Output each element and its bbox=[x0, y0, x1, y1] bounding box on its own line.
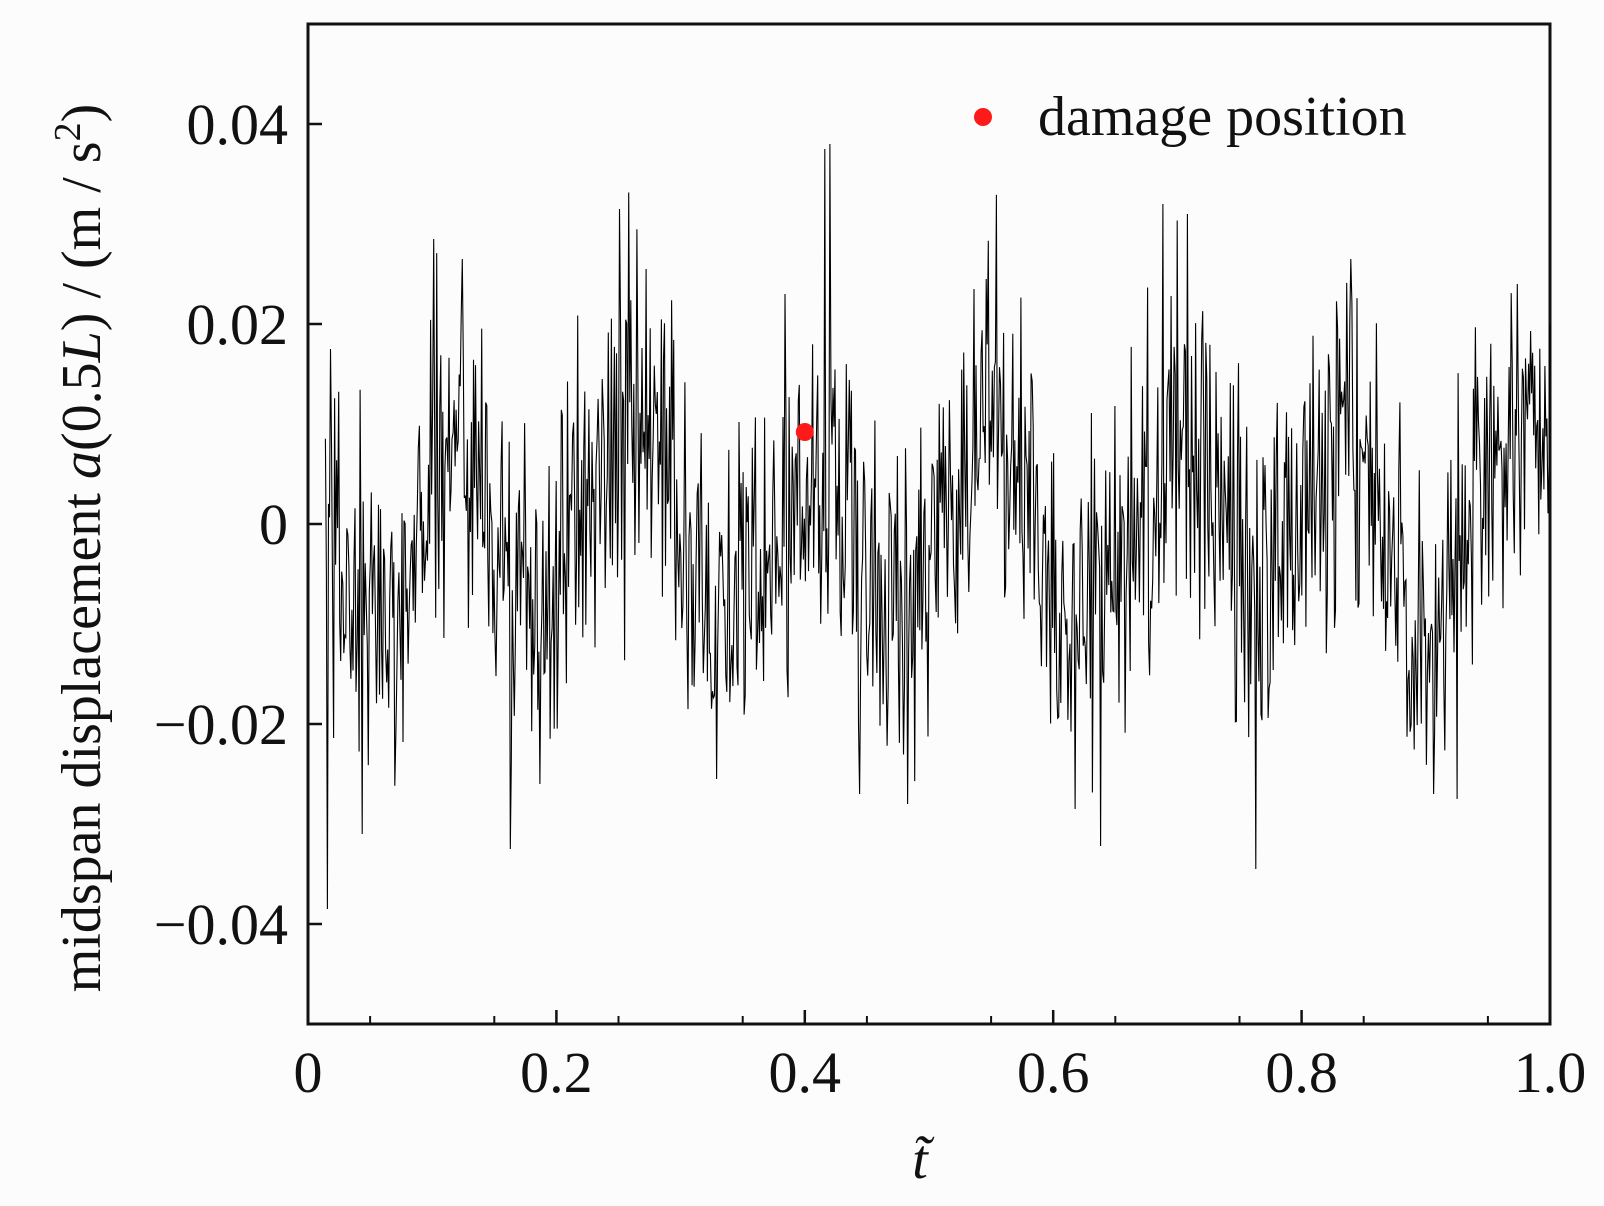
y-tick-label: −0.02 bbox=[154, 692, 288, 757]
x-tick-label: 0.2 bbox=[520, 1040, 593, 1105]
y-tick-label: 0.02 bbox=[187, 292, 289, 357]
legend: damage position bbox=[974, 86, 1407, 148]
y-tick-label: −0.04 bbox=[154, 892, 288, 957]
y-axis-label-arg-close: ) bbox=[51, 313, 113, 332]
x-tick-label: 0.6 bbox=[1017, 1040, 1090, 1105]
signal-series bbox=[324, 143, 1551, 910]
y-axis-label-arg-open: (0.5 bbox=[51, 362, 113, 451]
x-tick-label: 0.8 bbox=[1265, 1040, 1338, 1105]
y-axis-label-units-close: ) bbox=[51, 104, 113, 123]
y-axis-label: midspan displacement a(0.5L) / (m / s2) bbox=[47, 104, 113, 992]
y-axis-label-units-exp: 2 bbox=[47, 122, 89, 141]
plot-frame bbox=[306, 22, 1552, 1026]
x-tick-label: 0 bbox=[294, 1040, 323, 1105]
axis-ticks: 0 0.2 0.4 0.6 0.8 1.0 −0.04 −0.02 0 0.02 0.04 bbox=[154, 92, 1586, 1105]
y-axis-label-func: a bbox=[51, 451, 113, 479]
x-tick-label: 0.4 bbox=[769, 1040, 842, 1105]
signal-line bbox=[324, 143, 1551, 910]
legend-marker bbox=[974, 108, 992, 126]
x-axis-label: t̃ bbox=[912, 1129, 935, 1191]
y-tick-label: 0.04 bbox=[187, 92, 289, 157]
damage-position-point bbox=[795, 423, 814, 441]
y-tick-label: 0 bbox=[259, 492, 288, 557]
legend-label: damage position bbox=[1038, 86, 1407, 148]
damage-markers bbox=[795, 423, 814, 441]
x-tick-label: 1.0 bbox=[1514, 1040, 1587, 1105]
y-axis-label-units: / (m / s bbox=[51, 141, 113, 312]
y-axis-label-arg-var: L bbox=[51, 331, 113, 363]
y-axis-label-prefix: midspan displacement bbox=[51, 479, 113, 992]
